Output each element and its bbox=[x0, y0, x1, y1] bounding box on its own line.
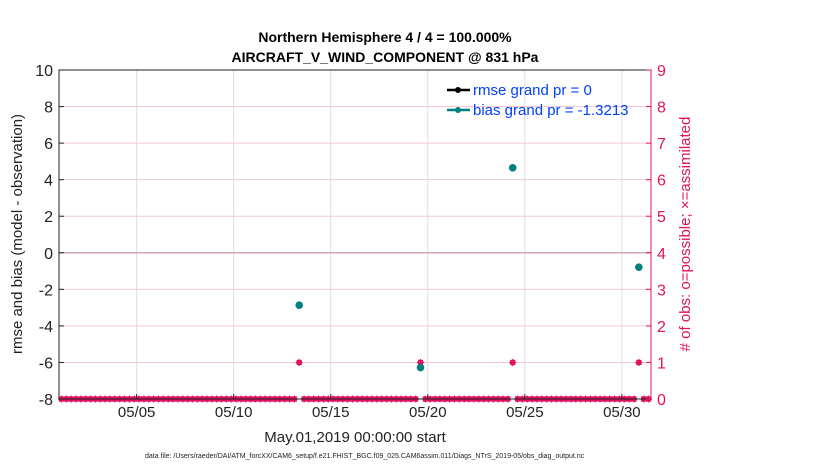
x-tick-label: 05/05 bbox=[118, 404, 156, 421]
bias-point bbox=[635, 263, 643, 272]
y-right-tick-label: 6 bbox=[657, 173, 666, 190]
y-right-tick-label: 4 bbox=[657, 246, 666, 263]
obs-marker-star bbox=[509, 358, 517, 366]
bias-point bbox=[295, 301, 303, 310]
y-tick-label: -6 bbox=[39, 355, 53, 372]
x-tick-label: 05/10 bbox=[215, 404, 253, 421]
x-tick-label: 05/20 bbox=[409, 404, 447, 421]
legend: rmse grand pr = 0 bias grand pr = -1.321… bbox=[447, 82, 629, 119]
x-tick-label: 05/15 bbox=[312, 404, 350, 421]
y-tick-label: -2 bbox=[39, 282, 53, 299]
y-right-tick-label: 2 bbox=[657, 319, 666, 336]
chart-title-line1: Northern Hemisphere 4 / 4 = 100.000% bbox=[258, 29, 512, 45]
legend-rmse-label: rmse grand pr = 0 bbox=[473, 82, 592, 99]
legend-rmse-marker bbox=[455, 87, 461, 93]
y-right-tick-label: 1 bbox=[657, 355, 666, 372]
y-right-tick-label: 9 bbox=[657, 63, 666, 80]
chart-title-line2: AIRCRAFT_V_WIND_COMPONENT @ 831 hPa bbox=[232, 49, 539, 65]
obs-marker-star bbox=[417, 358, 425, 366]
y-tick-label: 6 bbox=[44, 136, 53, 153]
obs-count-marker bbox=[509, 358, 517, 366]
y-right-tick-label: 8 bbox=[657, 100, 666, 117]
y-right-tick-label: 5 bbox=[657, 209, 666, 226]
marks bbox=[57, 163, 653, 403]
obs-count-marker bbox=[417, 358, 425, 366]
y-tick-label: -8 bbox=[39, 392, 53, 409]
x-tick-label: 05/30 bbox=[603, 404, 641, 421]
y-right-tick-label: 7 bbox=[657, 136, 666, 153]
obs-count-marker bbox=[295, 358, 303, 366]
y-right-tick-label: 3 bbox=[657, 282, 666, 299]
grid bbox=[59, 69, 651, 400]
legend-bias-label: bias grand pr = -1.3213 bbox=[473, 102, 629, 119]
legend-bias-marker bbox=[455, 107, 461, 113]
y-right-tick-label: 0 bbox=[657, 392, 666, 409]
y-axis-label: rmse and bias (model - observation) bbox=[9, 114, 26, 354]
obs-marker-star bbox=[635, 358, 643, 366]
y-tick-label: 2 bbox=[44, 209, 53, 226]
y-tick-label: 10 bbox=[35, 63, 53, 80]
x-tick-label: 05/25 bbox=[506, 404, 544, 421]
bias-point bbox=[508, 163, 517, 172]
footnote: data file: /Users/raeder/DAI/ATM_forcXX/… bbox=[145, 453, 585, 460]
y-tick-label: 0 bbox=[44, 246, 53, 263]
x-axis-label: May.01,2019 00:00:00 start bbox=[264, 429, 446, 446]
plot-frame bbox=[58, 69, 652, 400]
obs-count-marker bbox=[635, 358, 643, 366]
y-tick-label: -4 bbox=[39, 319, 53, 336]
y-tick-label: 4 bbox=[44, 173, 53, 190]
obs-marker-star bbox=[295, 358, 303, 366]
y-axis-right-label: # of obs: o=possible; ×=assimilated bbox=[677, 117, 694, 352]
y-tick-label: 8 bbox=[44, 100, 53, 117]
ticks: 05/05 05/10 05/15 05/20 05/25 05/30 -8 -6 -4 -2 0 2… bbox=[35, 63, 666, 421]
bias-point bbox=[416, 363, 425, 372]
